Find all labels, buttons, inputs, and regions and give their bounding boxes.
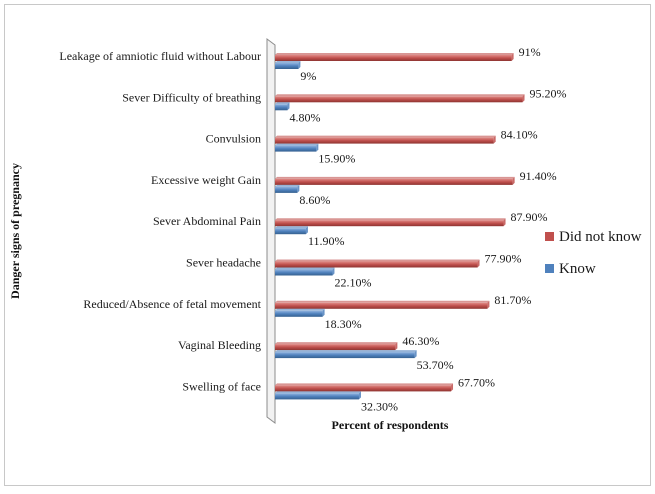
value-label-know-swelling-of-face: 32.30%: [361, 399, 398, 413]
value-label-did-not-know-leakage-of-amniotic-fluid-without-labour: 91%: [519, 45, 541, 59]
value-label-know-sever-abdominal-pain: 11.90%: [308, 234, 345, 248]
category-label-reduced-absence-of-fetal-movement: Reduced/Absence of fetal movement: [83, 297, 261, 311]
value-label-know-leakage-of-amniotic-fluid-without-labour: 9%: [300, 69, 316, 83]
axis-wall: [266, 38, 276, 424]
category-label-leakage-of-amniotic-fluid-without-labour: Leakage of amniotic fluid without Labour: [59, 49, 261, 63]
bar-top-did-not-know-sever-headache: [275, 259, 480, 262]
bar-top-did-not-know-vaginal-bleeding: [275, 342, 398, 345]
bar-did-not-know-excessive-weight-gain: [275, 178, 513, 185]
value-label-know-convulsion: 15.90%: [318, 152, 355, 166]
category-label-sever-headache: Sever headache: [186, 256, 261, 270]
bar-end-did-not-know-sever-headache: [477, 259, 480, 268]
bar-end-did-not-know-convulsion: [493, 135, 496, 144]
bar-top-did-not-know-sever-abdominal-pain: [275, 218, 506, 221]
bar-did-not-know-reduced-absence-of-fetal-movement: [275, 302, 488, 309]
bar-did-not-know-sever-abdominal-pain: [275, 220, 504, 227]
bar-top-know-swelling-of-face: [275, 391, 361, 394]
bar-end-did-not-know-sever-abdominal-pain: [503, 218, 506, 227]
bar-know-swelling-of-face: [275, 393, 359, 400]
bar-top-know-sever-difficulty-of-breathing: [275, 102, 290, 105]
bar-end-did-not-know-vaginal-bleeding: [395, 342, 398, 351]
bar-know-excessive-weight-gain: [275, 186, 298, 193]
bar-top-know-sever-abdominal-pain: [275, 226, 308, 229]
bar-top-know-vaginal-bleeding: [275, 350, 417, 353]
bar-end-know-sever-difficulty-of-breathing: [287, 102, 290, 111]
bar-top-did-not-know-reduced-absence-of-fetal-movement: [275, 300, 490, 303]
value-label-did-not-know-sever-abdominal-pain: 87.90%: [511, 210, 548, 224]
bar-end-know-vaginal-bleeding: [414, 350, 417, 359]
bar-end-know-swelling-of-face: [358, 391, 361, 400]
value-label-did-not-know-excessive-weight-gain: 91.40%: [520, 169, 557, 183]
bar-did-not-know-leakage-of-amniotic-fluid-without-labour: [275, 55, 512, 61]
bar-top-did-not-know-sever-difficulty-of-breathing: [275, 94, 525, 97]
bar-did-not-know-sever-difficulty-of-breathing: [275, 96, 523, 103]
value-label-did-not-know-swelling-of-face: 67.70%: [458, 375, 495, 389]
value-label-did-not-know-sever-headache: 77.90%: [485, 252, 522, 266]
category-label-swelling-of-face: Swelling of face: [182, 379, 261, 393]
bar-top-did-not-know-convulsion: [275, 135, 496, 138]
bar-top-know-sever-headache: [275, 267, 335, 270]
bar-know-sever-difficulty-of-breathing: [275, 104, 288, 111]
bar-know-vaginal-bleeding: [275, 352, 415, 359]
bar-end-know-excessive-weight-gain: [297, 184, 300, 193]
category-label-sever-abdominal-pain: Sever Abdominal Pain: [153, 214, 261, 228]
bar-know-sever-headache: [275, 269, 333, 276]
bar-top-know-convulsion: [275, 143, 319, 146]
value-label-know-sever-difficulty-of-breathing: 4.80%: [289, 110, 320, 124]
bar-end-know-sever-abdominal-pain: [305, 226, 308, 235]
bar-did-not-know-convulsion: [275, 137, 494, 144]
category-label-convulsion: Convulsion: [206, 132, 261, 146]
legend-label-know: Know: [559, 261, 596, 277]
bar-top-know-reduced-absence-of-fetal-movement: [275, 308, 325, 311]
value-label-know-excessive-weight-gain: 8.60%: [299, 193, 330, 207]
bar-end-did-not-know-reduced-absence-of-fetal-movement: [487, 300, 490, 309]
bar-top-know-excessive-weight-gain: [275, 184, 300, 187]
value-label-did-not-know-convulsion: 84.10%: [501, 128, 538, 142]
legend-swatch-did-not-know: [545, 232, 554, 241]
x-axis-title: Percent of respondents: [332, 418, 449, 432]
category-label-vaginal-bleeding: Vaginal Bleeding: [178, 338, 261, 352]
bar-know-leakage-of-amniotic-fluid-without-labour: [275, 63, 299, 69]
value-labels: 91% 9% 95.20% 4.80% 84.10% 15.90% 91.40% 8.60% 8…: [289, 45, 566, 413]
bar-end-did-not-know-excessive-weight-gain: [512, 176, 515, 185]
legend-swatch-know: [545, 264, 554, 273]
bar-end-know-sever-headache: [332, 267, 335, 276]
bar-did-not-know-vaginal-bleeding: [275, 344, 396, 351]
bar-top-know-leakage-of-amniotic-fluid-without-labour: [275, 61, 301, 63]
bar-did-not-know-sever-headache: [275, 261, 478, 268]
bar-top-did-not-know-excessive-weight-gain: [275, 176, 515, 179]
bar-end-did-not-know-swelling-of-face: [451, 383, 454, 392]
category-label-excessive-weight-gain: Excessive weight Gain: [151, 173, 261, 187]
bar-know-sever-abdominal-pain: [275, 228, 306, 235]
bar-end-know-leakage-of-amniotic-fluid-without-labour: [298, 61, 301, 69]
value-label-did-not-know-vaginal-bleeding: 46.30%: [402, 334, 439, 348]
legend: Did not know Know: [545, 229, 642, 277]
value-label-did-not-know-sever-difficulty-of-breathing: 95.20%: [530, 86, 567, 100]
bar-end-know-convulsion: [316, 143, 319, 152]
bar-did-not-know-swelling-of-face: [275, 385, 452, 392]
bar-end-did-not-know-sever-difficulty-of-breathing: [522, 94, 525, 103]
bar-end-did-not-know-leakage-of-amniotic-fluid-without-labour: [511, 53, 514, 61]
bar-know-convulsion: [275, 145, 317, 152]
bar-end-know-reduced-absence-of-fetal-movement: [322, 308, 325, 317]
category-label-sever-difficulty-of-breathing: Sever Difficulty of breathing: [122, 90, 261, 104]
value-label-know-reduced-absence-of-fetal-movement: 18.30%: [325, 317, 362, 331]
y-axis-title: Danger signs of pregnancy: [8, 163, 22, 299]
bar-know-reduced-absence-of-fetal-movement: [275, 310, 323, 317]
bar-top-did-not-know-swelling-of-face: [275, 383, 454, 386]
legend-label-did-not-know: Did not know: [559, 229, 642, 245]
value-label-know-sever-headache: 22.10%: [334, 276, 371, 290]
category-labels: Leakage of amniotic fluid without Labour…: [59, 49, 261, 393]
chart-figure: Leakage of amniotic fluid without Labour…: [4, 4, 651, 486]
value-label-did-not-know-reduced-absence-of-fetal-movement: 81.70%: [494, 293, 531, 307]
value-label-know-vaginal-bleeding: 53.70%: [417, 358, 454, 372]
bar-chart: Leakage of amniotic fluid without Labour…: [8, 38, 642, 432]
bar-top-did-not-know-leakage-of-amniotic-fluid-without-labour: [275, 53, 514, 55]
bars-group: [275, 53, 525, 400]
